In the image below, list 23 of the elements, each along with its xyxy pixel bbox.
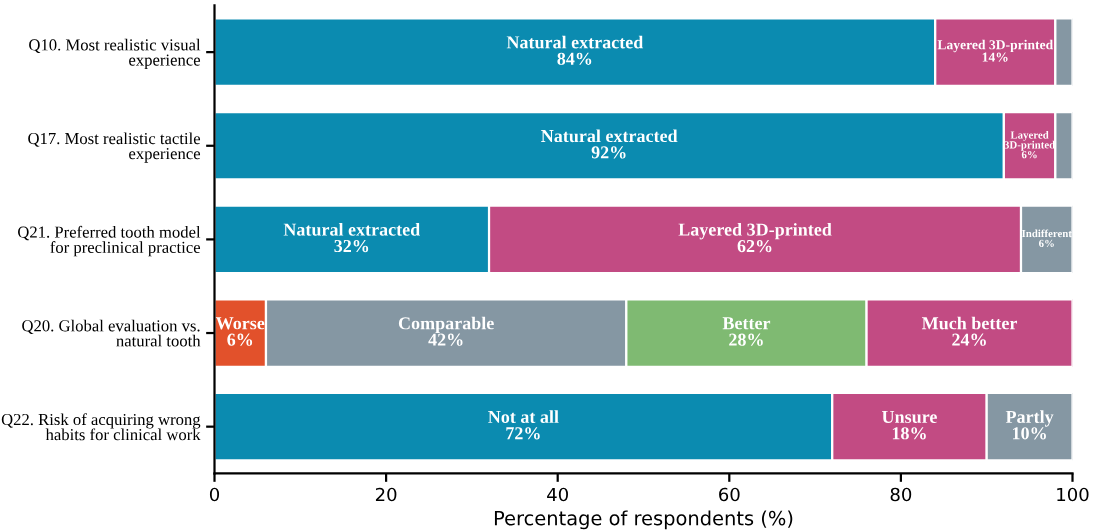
data-label: Partly 10% bbox=[1005, 410, 1054, 440]
data-label: Layered 3D-printed 62% bbox=[678, 223, 832, 253]
data-label: Better 28% bbox=[722, 317, 771, 346]
data-label: Natural extracted 32% bbox=[283, 223, 421, 253]
x-tick-label: 80 bbox=[890, 487, 912, 502]
data-label: Worse 6% bbox=[215, 317, 265, 346]
y-tick-label: Q10. Most realistic visual experience bbox=[29, 38, 201, 70]
data-label: Natural extracted 84% bbox=[506, 35, 644, 65]
x-tick-label: 20 bbox=[375, 487, 397, 502]
data-label: Much better 24% bbox=[921, 316, 1018, 346]
data-label: Not at all 72% bbox=[488, 410, 559, 440]
y-tick-label: Q21. Preferred tooth model for preclinical practice bbox=[18, 225, 201, 257]
y-tick-label: Q17. Most realistic tactile experience bbox=[28, 132, 201, 163]
x-axis-title: Percentage of respondents (%) bbox=[494, 510, 793, 530]
x-tick-label: 100 bbox=[1057, 487, 1089, 502]
data-label: Natural extracted 92% bbox=[541, 129, 678, 159]
y-tick-label: Q22. Risk of acquiring wrong habits for clinical work bbox=[1, 413, 201, 441]
data-label: Unsure 18% bbox=[882, 411, 937, 440]
x-tick-label: 60 bbox=[719, 487, 740, 502]
data-label: Comparable 42% bbox=[398, 316, 494, 346]
x-tick-label: 0 bbox=[209, 487, 220, 502]
x-tick-label: 40 bbox=[547, 487, 568, 502]
y-tick-label: Q20. Global evaluation vs. natural tooth bbox=[22, 319, 201, 347]
